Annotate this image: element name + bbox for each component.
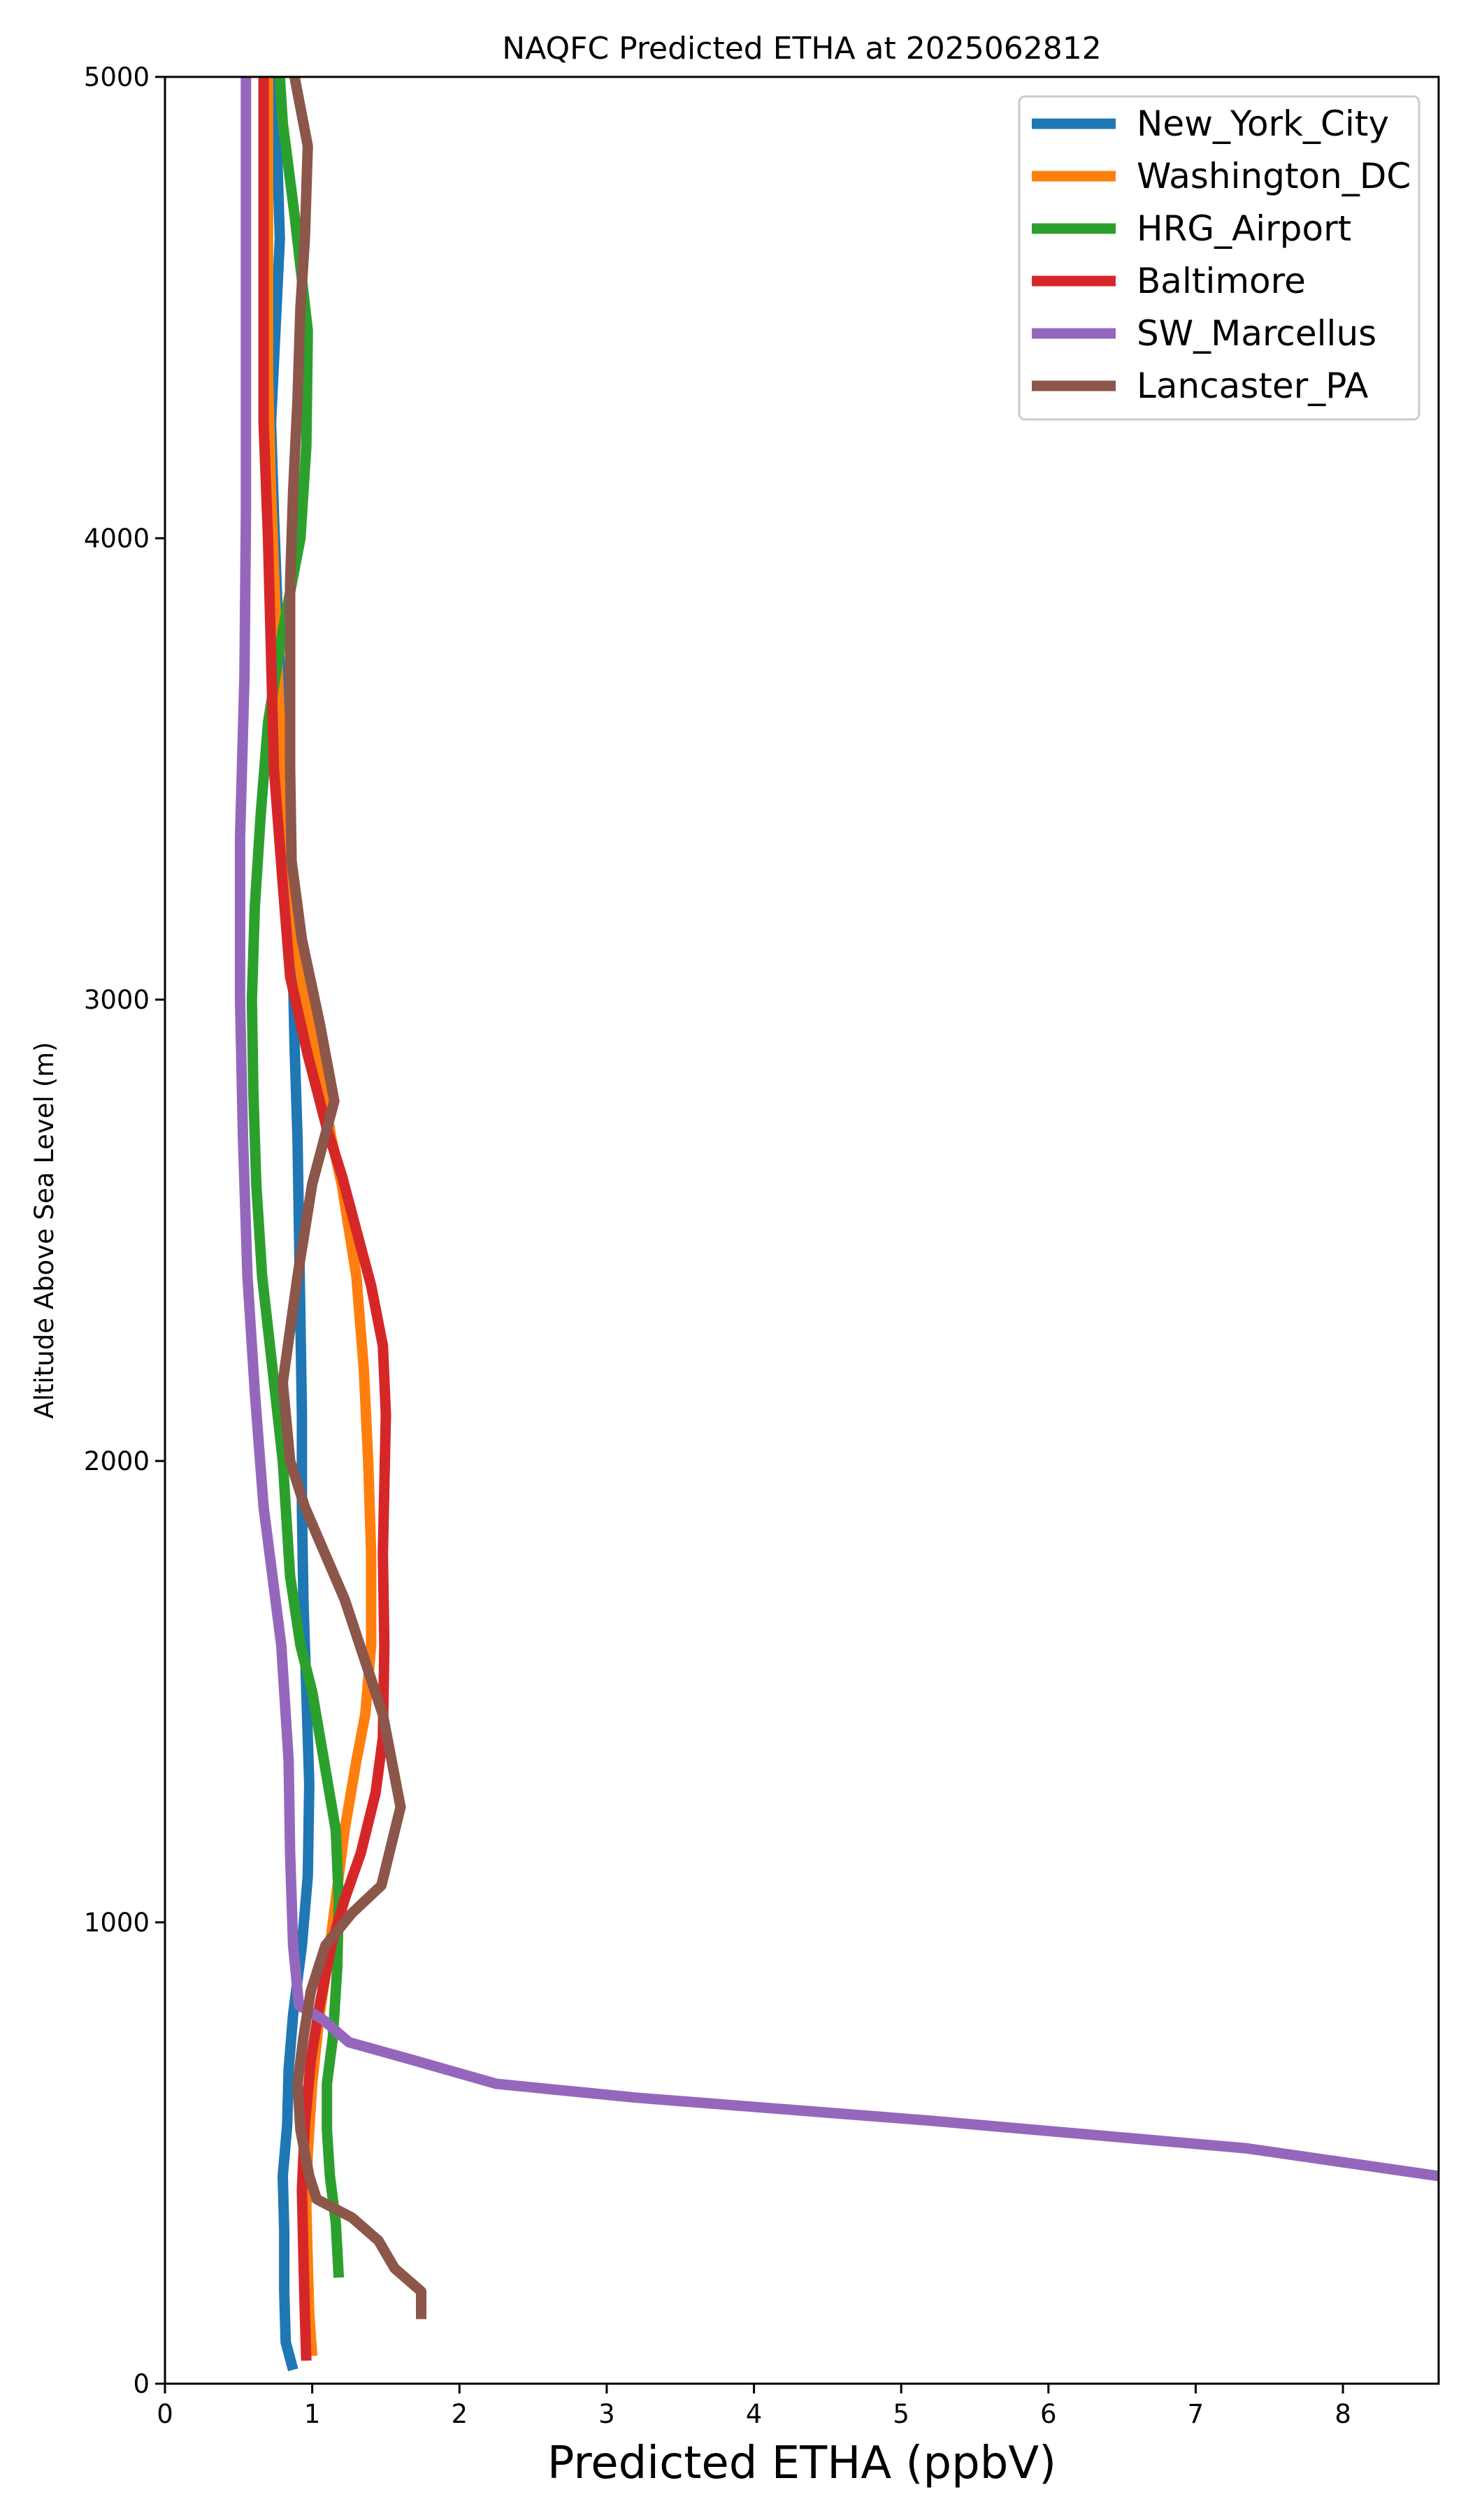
y-tick-label: 5000 [84, 62, 150, 92]
y-axis-label: Altitude Above Sea Level (m) [29, 1042, 59, 1418]
legend-label: New_York_City [1137, 103, 1389, 144]
x-axis-label: Predicted ETHA (ppbV) [547, 2438, 1056, 2489]
legend-label: Lancaster_PA [1137, 366, 1368, 406]
legend-label: SW_Marcellus [1137, 313, 1376, 354]
series-line-baltimore [258, 77, 391, 2361]
chart-title: NAQFC Predicted ETHA at 2025062812 [502, 31, 1101, 66]
series-line-sw-marcellus [234, 77, 1439, 2182]
y-tick-label: 3000 [84, 985, 150, 1015]
legend-label: Washington_DC [1137, 156, 1411, 196]
x-tick-label: 5 [893, 2399, 909, 2429]
legend-box [1018, 95, 1420, 421]
legend-label: Baltimore [1137, 261, 1306, 301]
series-line-hrg-airport [246, 77, 345, 2278]
x-axis: 0 1 2 3 4 5 6 7 8 [157, 2384, 1351, 2429]
x-tick-label: 8 [1334, 2399, 1351, 2429]
plot-frame [164, 75, 1440, 2385]
x-tick-label: 6 [1040, 2399, 1057, 2429]
x-tick-label: 3 [598, 2399, 615, 2429]
legend: New_York_City Washington_DC HRG_Airport Bal… [1018, 95, 1420, 421]
legend-label: HRG_Airport [1137, 208, 1351, 249]
x-tick-label: 2 [451, 2399, 468, 2429]
series-layer [234, 77, 1439, 2372]
y-tick-label: 4000 [84, 524, 150, 554]
y-axis: 0 1000 2000 3000 4000 5000 [84, 62, 165, 2399]
x-tick-label: 1 [304, 2399, 321, 2429]
x-tick-label: 0 [157, 2399, 173, 2429]
y-tick-label: 0 [133, 2369, 150, 2399]
x-tick-label: 4 [746, 2399, 763, 2429]
x-tick-label: 7 [1188, 2399, 1204, 2429]
y-tick-label: 2000 [84, 1446, 150, 1476]
y-tick-label: 1000 [84, 1908, 150, 1938]
series-line-lancaster-pa [278, 77, 426, 2319]
